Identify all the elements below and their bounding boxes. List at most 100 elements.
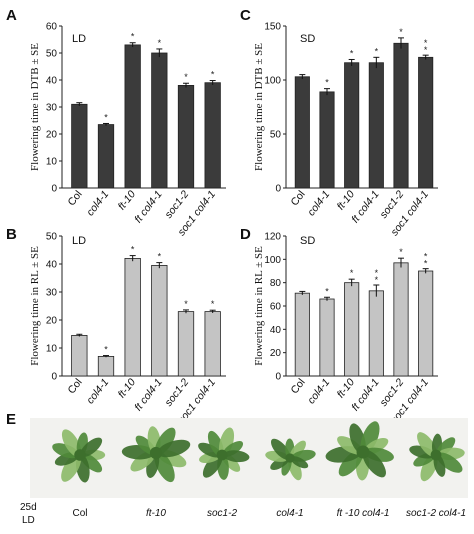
y-axis-label: Flowering time in DTB ± SE	[29, 43, 41, 171]
panel-e-photos: E 25d LD Col ft-10 soc1-2 col4-1 ft -10 col4…	[6, 411, 468, 526]
y-tick-label: 0	[275, 184, 281, 195]
y-tick-label: 100	[264, 255, 281, 266]
rosette-photo	[121, 426, 191, 483]
rosette-center	[285, 453, 295, 463]
bar-soc1-2	[393, 42, 409, 189]
rosette-photo	[325, 421, 394, 481]
photo-age-label: 25d	[20, 502, 37, 513]
rosette-center	[149, 446, 163, 460]
bar-soc1-2	[393, 262, 409, 377]
bar-ft-col4-1	[151, 264, 168, 377]
y-tick-label: 100	[264, 76, 281, 87]
significance-mark: *	[424, 252, 428, 262]
rosette-photos	[52, 421, 465, 483]
significance-mark: *	[184, 72, 188, 82]
y-tick-label: 10	[46, 157, 58, 168]
bar-ft-col4-1	[368, 290, 384, 377]
rosette-leaf	[417, 432, 437, 457]
bar-ft-col4-1	[368, 62, 384, 189]
rosette-photo	[409, 432, 465, 482]
rosette-photo	[52, 429, 106, 483]
condition-label: SD	[300, 235, 315, 247]
significance-mark: *	[211, 70, 215, 80]
rosette-leaf	[360, 421, 380, 454]
significance-mark: *	[104, 112, 108, 122]
genotype-label: ft-10	[146, 508, 166, 519]
condition-label: LD	[72, 235, 86, 247]
significance-mark: *	[375, 46, 379, 56]
rosette-leaf	[223, 450, 250, 463]
bar-col	[294, 76, 310, 189]
bar-soc1-2	[177, 85, 195, 189]
y-tick-label: 10	[46, 344, 58, 355]
bar-col	[71, 103, 88, 189]
rosette-leaf	[290, 456, 309, 469]
rosette-center	[74, 449, 86, 461]
bar-ft-10	[344, 62, 360, 189]
rosette-leaf	[61, 453, 82, 482]
bar-ft-10	[124, 44, 141, 189]
bar-ft-10	[344, 282, 360, 377]
genotype-labels: Col ft-10 soc1-2 col4-1 ft -10 col4-1 soc1-2 …	[72, 508, 466, 519]
significance-mark: *	[211, 299, 215, 309]
y-tick-label: 40	[46, 260, 58, 271]
bar-ft-col4-1	[151, 52, 168, 189]
significance-mark: *	[104, 345, 108, 355]
bar-soc1-2	[177, 311, 195, 377]
condition-label: SD	[300, 33, 315, 45]
bar-soc1-col4-1	[204, 311, 221, 377]
significance-mark: *	[424, 259, 428, 269]
y-tick-label: 40	[46, 76, 58, 87]
rosette-center	[356, 445, 370, 459]
panel-a-letter: A	[6, 7, 17, 24]
significance-mark: *	[399, 247, 403, 257]
rosette-leaf	[61, 429, 82, 457]
y-tick-label: 50	[270, 130, 282, 141]
y-tick-label: 20	[46, 130, 58, 141]
bar-col4-1	[97, 355, 115, 377]
genotype-label: Col	[72, 508, 87, 519]
y-tick-label: 150	[264, 22, 281, 33]
panel-c-letter: C	[240, 7, 251, 24]
panel-d-letter: D	[240, 226, 251, 243]
y-tick-label: 60	[46, 22, 58, 33]
bar-soc1-col4-1	[204, 82, 221, 189]
rosette-photo	[265, 438, 316, 481]
y-tick-label: 40	[270, 325, 282, 336]
bar-soc1-col4-1	[418, 270, 434, 377]
y-tick-label: 0	[51, 372, 57, 383]
y-tick-label: 120	[264, 232, 281, 243]
bar-col4-1	[319, 91, 335, 189]
significance-mark: *	[131, 32, 135, 42]
panel-b-letter: B	[6, 226, 17, 243]
rosette-leaf	[420, 453, 438, 482]
significance-mark: *	[325, 78, 329, 88]
photo-condition-label: LD	[22, 515, 35, 526]
y-axis-label: Flowering time in RL ± SE	[29, 246, 41, 366]
y-tick-label: 20	[46, 316, 58, 327]
y-axis-label: Flowering time in RL ± SE	[253, 246, 265, 366]
significance-mark: *	[184, 299, 188, 309]
y-tick-label: 0	[51, 184, 57, 195]
significance-mark: *	[424, 45, 428, 55]
significance-mark: *	[350, 268, 354, 278]
significance-mark: *	[375, 275, 379, 285]
y-tick-label: 30	[46, 288, 58, 299]
y-tick-label: 50	[46, 49, 58, 60]
y-axis-label: Flowering time in DTB ± SE	[253, 43, 265, 171]
rosette-center	[430, 449, 442, 461]
panel-e-letter: E	[6, 411, 16, 428]
rosette-leaf	[52, 443, 79, 459]
condition-label: LD	[72, 33, 86, 45]
significance-mark: *	[350, 48, 354, 58]
rosette-center	[216, 449, 228, 461]
significance-mark: *	[375, 268, 379, 278]
bar-col	[294, 292, 310, 377]
y-tick-label: 20	[270, 348, 282, 359]
rosette-leaf	[157, 439, 191, 458]
bar-col4-1	[319, 298, 335, 377]
rosette-leaf	[80, 437, 103, 457]
significance-mark: *	[399, 27, 403, 37]
genotype-label: soc1-2	[207, 508, 237, 519]
